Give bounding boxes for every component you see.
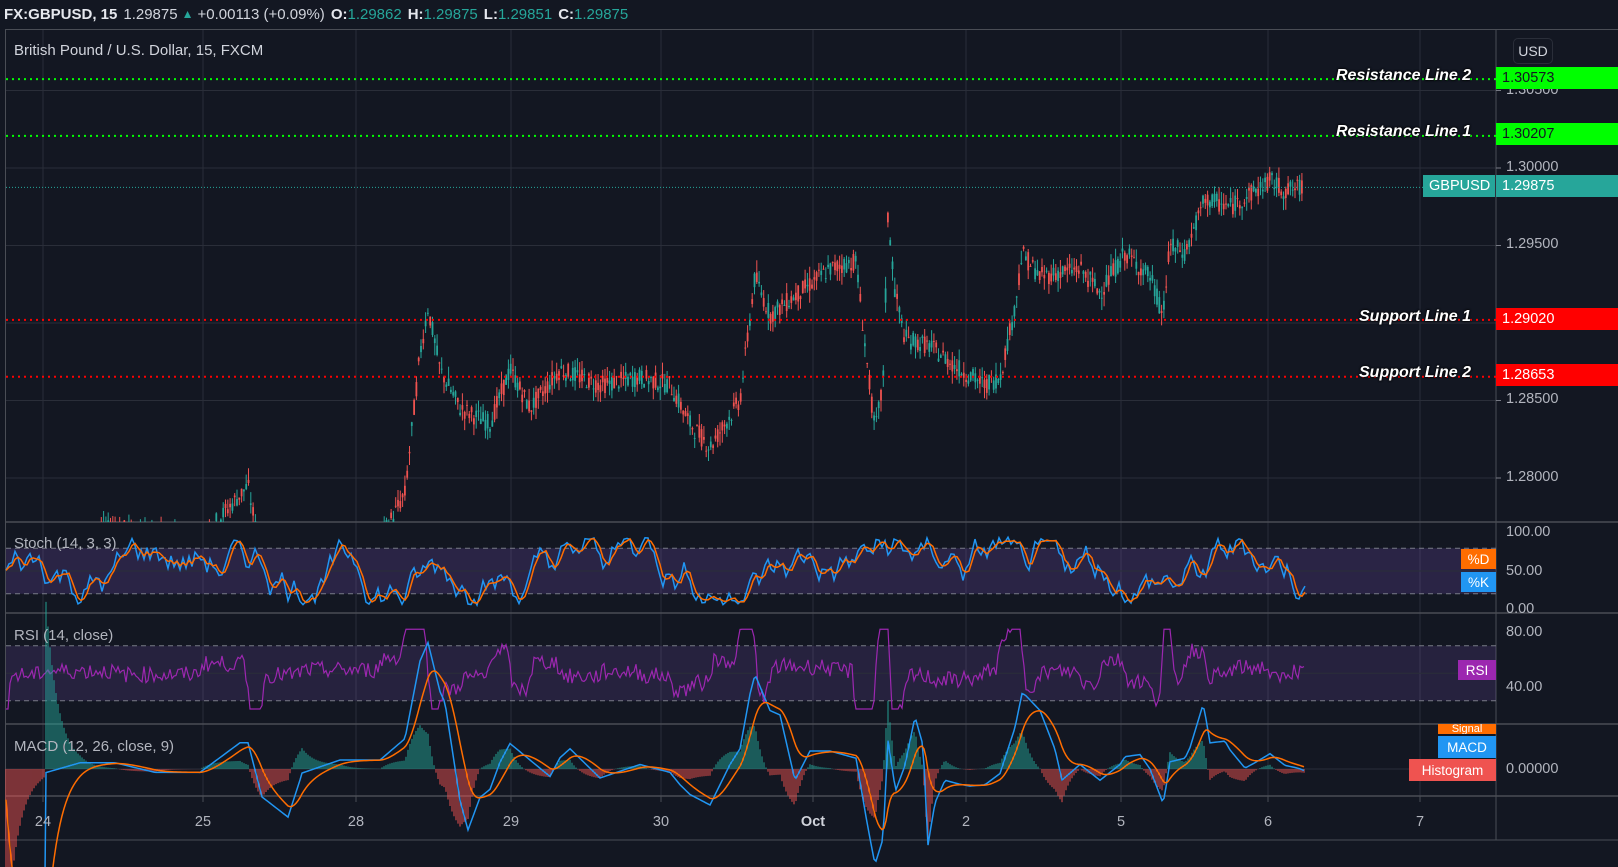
support-1-price-tag: 1.29020 bbox=[1496, 308, 1618, 330]
date-axis-label: 6 bbox=[1263, 814, 1273, 830]
support-2-label: Support Line 2 bbox=[1359, 364, 1471, 381]
price-axis-label: 1.28500 bbox=[1506, 391, 1559, 407]
support-2-price-tag: 1.28653 bbox=[1496, 364, 1618, 386]
price-change: +0.00113 (+0.09%) bbox=[197, 5, 325, 23]
resistance-2-price-tag: 1.30573 bbox=[1496, 67, 1618, 89]
chart-frame bbox=[5, 29, 1618, 841]
date-axis-label: 2 bbox=[961, 814, 971, 830]
up-arrow-icon: ▲ bbox=[181, 7, 194, 21]
date-axis-label: Oct bbox=[800, 814, 826, 830]
price-axis-label: 1.29500 bbox=[1506, 236, 1559, 252]
rsi-axis-label: 40.00 bbox=[1506, 679, 1543, 695]
signal-badge: Signal bbox=[1438, 724, 1496, 734]
macd-label: MACD (12, 26, close, 9) bbox=[14, 738, 175, 755]
stoch-axis-label: 50.00 bbox=[1506, 563, 1543, 579]
stoch-k-badge: %K bbox=[1461, 572, 1496, 592]
price-axis-label: 1.28000 bbox=[1506, 469, 1559, 485]
open-key: O: bbox=[330, 5, 348, 23]
date-axis-label: 28 bbox=[347, 814, 365, 830]
date-axis-label: 7 bbox=[1415, 814, 1425, 830]
open-value: 1.29862 bbox=[347, 5, 402, 23]
resistance-1-label: Resistance Line 1 bbox=[1336, 123, 1472, 140]
resistance-1-price-tag: 1.30207 bbox=[1496, 123, 1618, 145]
symbol-header: FX:GBPUSD, 15 1.29875 ▲ +0.00113 (+0.09%… bbox=[0, 0, 1618, 28]
chart-title: British Pound / U.S. Dollar, 15, FXCM bbox=[14, 42, 264, 59]
symbol-label: FX:GBPUSD, 15 bbox=[4, 5, 118, 23]
histogram-badge: Histogram bbox=[1409, 759, 1496, 781]
rsi-badge: RSI bbox=[1458, 660, 1496, 680]
high-value: 1.29875 bbox=[423, 5, 478, 23]
rsi-label: RSI (14, close) bbox=[14, 627, 114, 644]
stoch-label: Stoch (14, 3, 3) bbox=[14, 535, 117, 552]
close-value: 1.29875 bbox=[574, 5, 629, 23]
high-key: H: bbox=[407, 5, 424, 23]
price-axis-label: 1.30000 bbox=[1506, 159, 1559, 175]
low-value: 1.29851 bbox=[497, 5, 553, 23]
date-axis-label: 29 bbox=[502, 814, 520, 830]
resistance-2-label: Resistance Line 2 bbox=[1336, 67, 1472, 84]
date-axis-label: 5 bbox=[1116, 814, 1126, 830]
rsi-axis-label: 80.00 bbox=[1506, 624, 1543, 640]
last-price-tag: 1.29875 bbox=[1496, 175, 1618, 197]
support-1-label: Support Line 1 bbox=[1359, 308, 1471, 325]
stoch-axis-label: 0.00 bbox=[1506, 601, 1535, 613]
symbol-price-tag: GBPUSD bbox=[1423, 175, 1495, 197]
date-axis-label: 25 bbox=[194, 814, 212, 830]
close-key: C: bbox=[558, 5, 575, 23]
last-price: 1.29875 bbox=[123, 5, 178, 23]
macd-axis-label: 0.00000 bbox=[1506, 761, 1559, 777]
stoch-d-badge: %D bbox=[1461, 549, 1496, 569]
date-axis-label: 24 bbox=[34, 814, 52, 830]
low-key: L: bbox=[483, 5, 498, 23]
macd-badge: MACD bbox=[1438, 736, 1496, 758]
date-axis-label: 30 bbox=[652, 814, 670, 830]
currency-button[interactable]: USD bbox=[1513, 38, 1553, 64]
stoch-axis-label: 100.00 bbox=[1506, 524, 1551, 540]
